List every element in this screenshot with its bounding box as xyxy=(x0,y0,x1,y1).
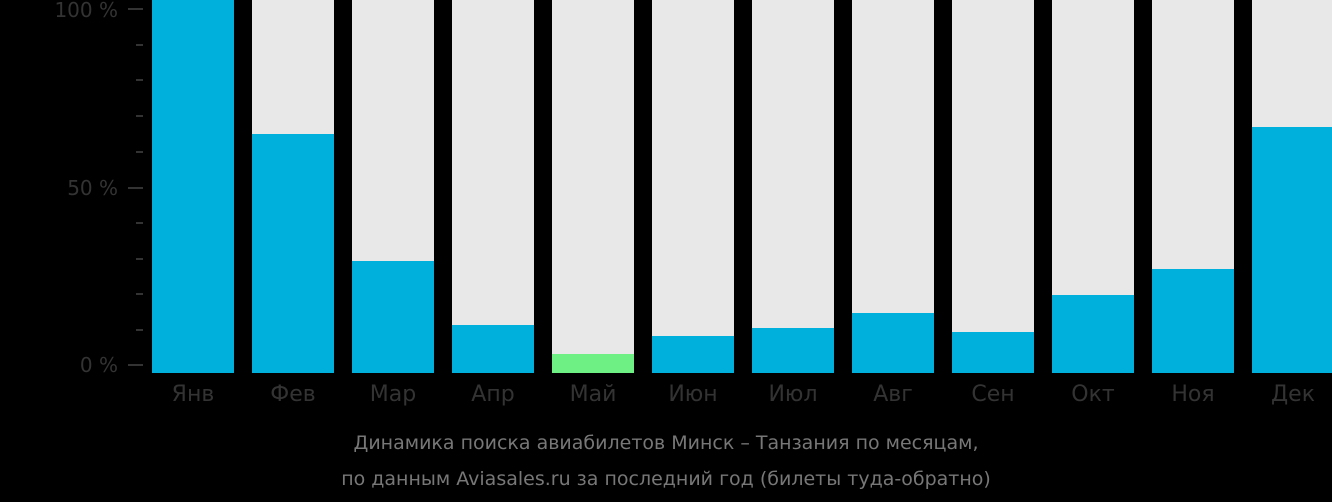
bar-fill xyxy=(752,328,834,373)
x-tick-label: Сен xyxy=(971,382,1015,407)
x-tick-label: Янв xyxy=(171,382,215,407)
bar-11 xyxy=(1152,0,1234,373)
x-tick-label: Апр xyxy=(471,382,515,407)
bar-fill xyxy=(252,134,334,373)
y-tick-label-0: 0 % xyxy=(79,353,118,377)
bar-8 xyxy=(852,0,934,373)
x-tick-label: Мар xyxy=(369,382,417,407)
x-tick-label: Фев xyxy=(270,382,316,407)
x-tick-label: Июн xyxy=(668,382,718,407)
y-tick-label-100: 100 % xyxy=(54,0,118,22)
bar-fill xyxy=(652,335,734,373)
major-tick xyxy=(128,187,143,189)
bar-fill xyxy=(552,354,634,373)
bar-fill xyxy=(452,324,534,373)
minor-tick xyxy=(136,79,143,81)
bar-fill xyxy=(1152,268,1234,373)
y-tick-label-50: 50 % xyxy=(67,176,118,200)
x-tick-label: Ноя xyxy=(1171,382,1215,407)
bar-3 xyxy=(352,0,434,373)
minor-tick xyxy=(136,258,143,260)
minor-tick xyxy=(136,115,143,117)
bar-7 xyxy=(752,0,834,373)
chart-caption-line1: Динамика поиска авиабилетов Минск – Танз… xyxy=(353,432,979,454)
major-tick xyxy=(128,8,143,10)
bar-5 xyxy=(552,0,634,373)
minor-tick xyxy=(136,293,143,295)
major-tick xyxy=(128,364,143,366)
x-tick-label: Май xyxy=(569,382,617,407)
chart-caption-line2: по данным Aviasales.ru за последний год … xyxy=(341,468,991,490)
minor-tick xyxy=(136,222,143,224)
bar-2 xyxy=(252,0,334,373)
minor-tick xyxy=(136,151,143,153)
bar-12 xyxy=(1252,0,1332,373)
x-tick-label: Авг xyxy=(873,382,913,407)
bar-10 xyxy=(1052,0,1134,373)
bar-6 xyxy=(652,0,734,373)
bar-1 xyxy=(152,0,234,373)
bar-fill xyxy=(152,0,234,373)
bar-9 xyxy=(952,0,1034,373)
x-tick-label: Июл xyxy=(768,382,818,407)
minor-tick xyxy=(136,44,143,46)
minor-tick xyxy=(136,329,143,331)
bar-fill xyxy=(352,261,434,373)
bar-fill xyxy=(1252,126,1332,373)
x-tick-label: Окт xyxy=(1071,382,1115,407)
bar-fill xyxy=(852,313,934,373)
x-tick-label: Дек xyxy=(1270,382,1315,407)
bar-fill xyxy=(952,331,1034,373)
bar-4 xyxy=(452,0,534,373)
bar-fill xyxy=(1052,294,1134,373)
